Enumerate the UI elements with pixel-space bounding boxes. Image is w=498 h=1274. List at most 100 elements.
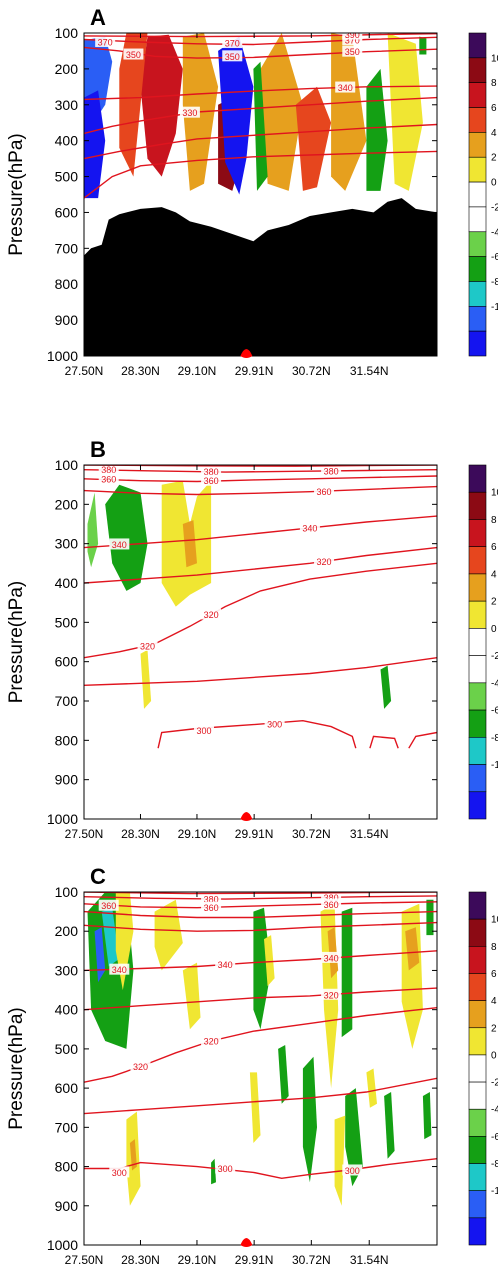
contour-line [84,475,437,483]
contour-label: 360 [101,474,116,484]
colorbar-swatch [468,519,487,547]
contour-label: 350 [225,52,240,62]
colorbar-tick-label: 8 [491,515,497,526]
colorbar-swatch [468,132,487,158]
contour-label: 380 [204,895,219,905]
colorbar-swatch [468,973,487,1001]
plot-frame [83,464,438,820]
contour-label: 300 [218,1164,233,1174]
location-marker [240,349,253,358]
contour-line [84,895,437,900]
contour-label-bg [215,958,236,970]
contour-label: 380 [101,465,116,475]
shaded-region [366,68,388,191]
contour-label: 360 [204,476,219,486]
y-tick-label: 1000 [47,348,78,364]
shaded-region [211,1158,216,1185]
colorbar: 10 8 6 4 2 0 -2 -4 -6 -8 -10 [468,32,498,357]
colorbar-tick-label: 4 [491,996,497,1007]
contour-line [84,485,437,496]
shaded-region [94,927,106,983]
contour-label: 350 [345,47,360,57]
contour-label-bg [109,963,130,975]
colorbar-swatch [468,1190,487,1219]
contour-line [84,562,437,659]
shaded-region [140,34,183,177]
contour-label: 300 [345,1166,360,1176]
colorbar-tick-label: 10 [491,53,498,64]
colorbar-swatch [468,1217,487,1246]
colorbar-swatch [468,464,487,493]
contour-line [84,123,437,160]
colorbar-swatch [468,281,487,307]
shaded-region [182,962,201,1030]
colorbar-tick-label: -4 [491,1105,498,1116]
colorbar-tick-label: -8 [491,277,498,288]
y-tick-label: 800 [55,1159,79,1175]
x-tick-label: 28.30N [121,827,160,841]
colorbar-tick-label: -6 [491,252,498,263]
y-tick-label: 700 [55,240,79,256]
contour-label-bg [321,951,342,963]
shaded-region [264,935,275,987]
contour-label: 380 [324,893,339,903]
y-tick-label: 400 [55,575,79,591]
location-marker [240,1238,253,1247]
colorbar-swatch [468,655,487,684]
contour-label: 340 [218,960,233,970]
shaded-region [302,1056,317,1183]
colorbar-tick-label: 6 [491,969,497,980]
contour-label: 340 [324,953,339,963]
colorbar-swatch [468,1054,487,1083]
x-tick-label: 31.54N [350,364,389,378]
colorbar: 10 8 6 4 2 0 -2 -4 -6 -8 -10 [468,464,498,820]
shaded-region [380,665,392,709]
y-tick-label: 200 [55,496,79,512]
shaded-region [84,90,106,199]
colorbar-swatch [468,107,487,133]
contour-label-bg [342,34,363,46]
colorbar-tick-label: 10 [491,915,498,926]
shaded-region [422,1092,432,1140]
contour-label-bg [201,465,222,477]
colorbar-swatch [468,1027,487,1056]
colorbar-tick-label: 2 [491,153,497,164]
colorbar: 10 8 6 4 2 0 -2 -4 -6 -8 -10 [468,891,498,1246]
y-tick-label: 700 [55,1119,79,1135]
contour-label: 320 [204,610,219,620]
colorbar-tick-label: -2 [491,202,498,213]
shaded-region [387,33,423,191]
colorbar-swatch [468,737,487,765]
contour-line [84,657,437,686]
contour-line [84,1158,437,1180]
shaded-region [401,903,423,1049]
colorbar-tick-label: 0 [491,178,497,189]
contour-line [408,731,437,749]
y-tick-label: 900 [55,1198,79,1214]
x-tick-label: 28.30N [121,1253,160,1267]
y-tick-label: 500 [55,1041,79,1057]
y-tick-label: 1000 [47,811,78,827]
colorbar-tick-label: 6 [491,103,497,114]
contour-label-bg [321,892,342,903]
shaded-region [129,1139,137,1171]
colorbar-swatch [468,181,487,208]
y-tick-label: 300 [55,962,79,978]
contour-label-bg [201,893,222,905]
colorbar-swatch [468,546,487,575]
contour-line [84,546,437,584]
colorbar-tick-label: 0 [491,1050,497,1061]
shaded-region [249,1072,261,1143]
colorbar-tick-label: -2 [491,651,498,662]
contour-label: 300 [197,726,212,736]
contour-label-bg [109,538,130,550]
shaded-region [345,1088,363,1187]
contour-line [84,36,437,46]
contour-label-bg [299,521,320,533]
colorbar-swatch [468,764,487,793]
contour-line [84,987,437,1011]
